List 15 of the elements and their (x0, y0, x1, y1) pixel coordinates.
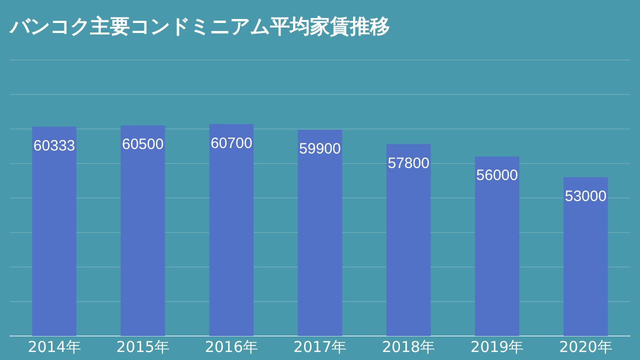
x-tick-label: 2020年 (559, 338, 612, 356)
data-label: 53000 (564, 188, 607, 205)
data-label: 60500 (122, 136, 164, 154)
data-label: 59900 (299, 140, 341, 158)
chart-title: バンコク主要コンドミニアム平均家賃推移 (9, 14, 390, 38)
data-label: 60700 (210, 134, 252, 152)
x-tick-label: 2019年 (470, 338, 524, 356)
x-tick-label: 2014年 (28, 338, 81, 356)
data-label: 60333 (33, 137, 76, 154)
data-label: 56000 (476, 167, 518, 184)
x-tick-label: 2017年 (293, 338, 347, 356)
data-label: 57800 (388, 154, 430, 172)
x-tick-label: 2016年 (204, 338, 258, 356)
x-tick-label: 2018年 (382, 338, 436, 356)
x-tick-label: 2015年 (116, 338, 170, 356)
